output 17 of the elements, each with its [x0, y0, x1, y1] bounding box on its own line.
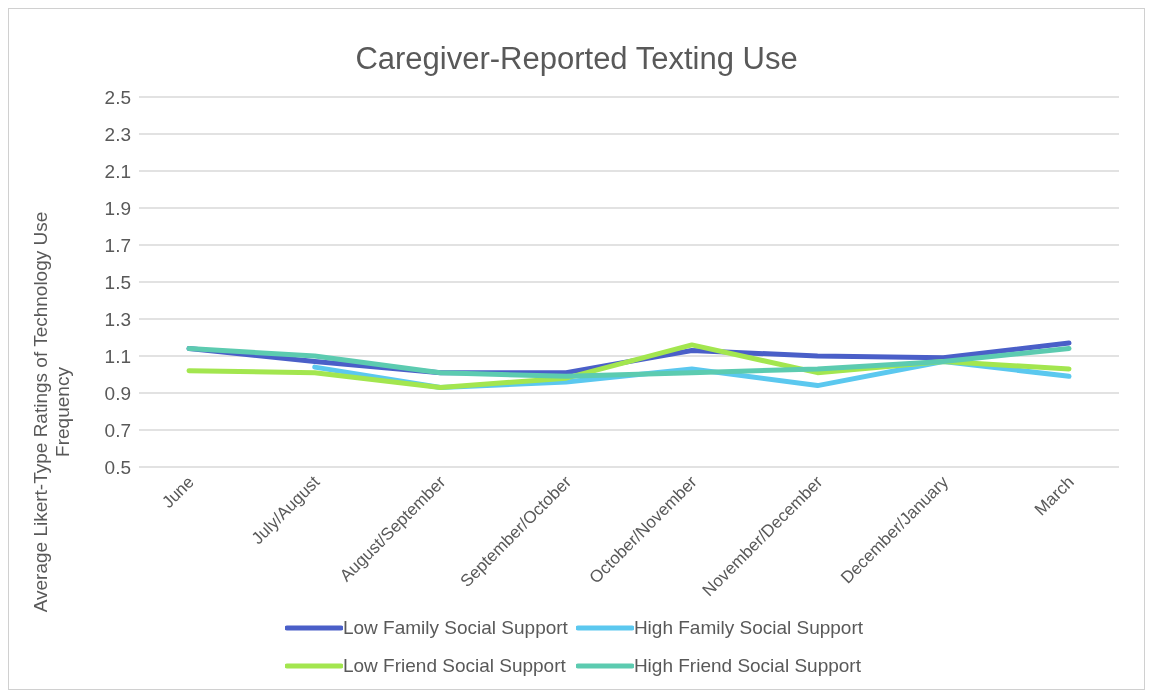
y-tick-label: 0.9 — [104, 382, 131, 404]
y-tick-label: 1.9 — [104, 197, 131, 219]
legend-label: Low Family Social Support — [342, 617, 568, 639]
y-tick-label: 2.1 — [104, 160, 131, 182]
y-tick-label: 2.3 — [104, 123, 131, 145]
legend-label: Low Friend Social Support — [342, 655, 566, 677]
y-tick-label: 1.7 — [104, 234, 131, 256]
chart-title: Caregiver-Reported Texting Use — [354, 41, 799, 77]
y-tick-label: 1.5 — [104, 271, 131, 293]
y-tick-label: 2.5 — [104, 86, 131, 108]
y-tick-label: 1.3 — [104, 308, 131, 330]
y-tick-label: 0.7 — [104, 419, 131, 441]
legend-label: High Friend Social Support — [633, 655, 861, 677]
y-axis-title: Average Likert-Type Ratings of Technology Use Frequency — [30, 211, 73, 613]
y-tick-label: 1.1 — [104, 345, 131, 367]
legend-label: High Family Social Support — [633, 617, 864, 639]
y-tick-label: 0.5 — [104, 456, 131, 478]
